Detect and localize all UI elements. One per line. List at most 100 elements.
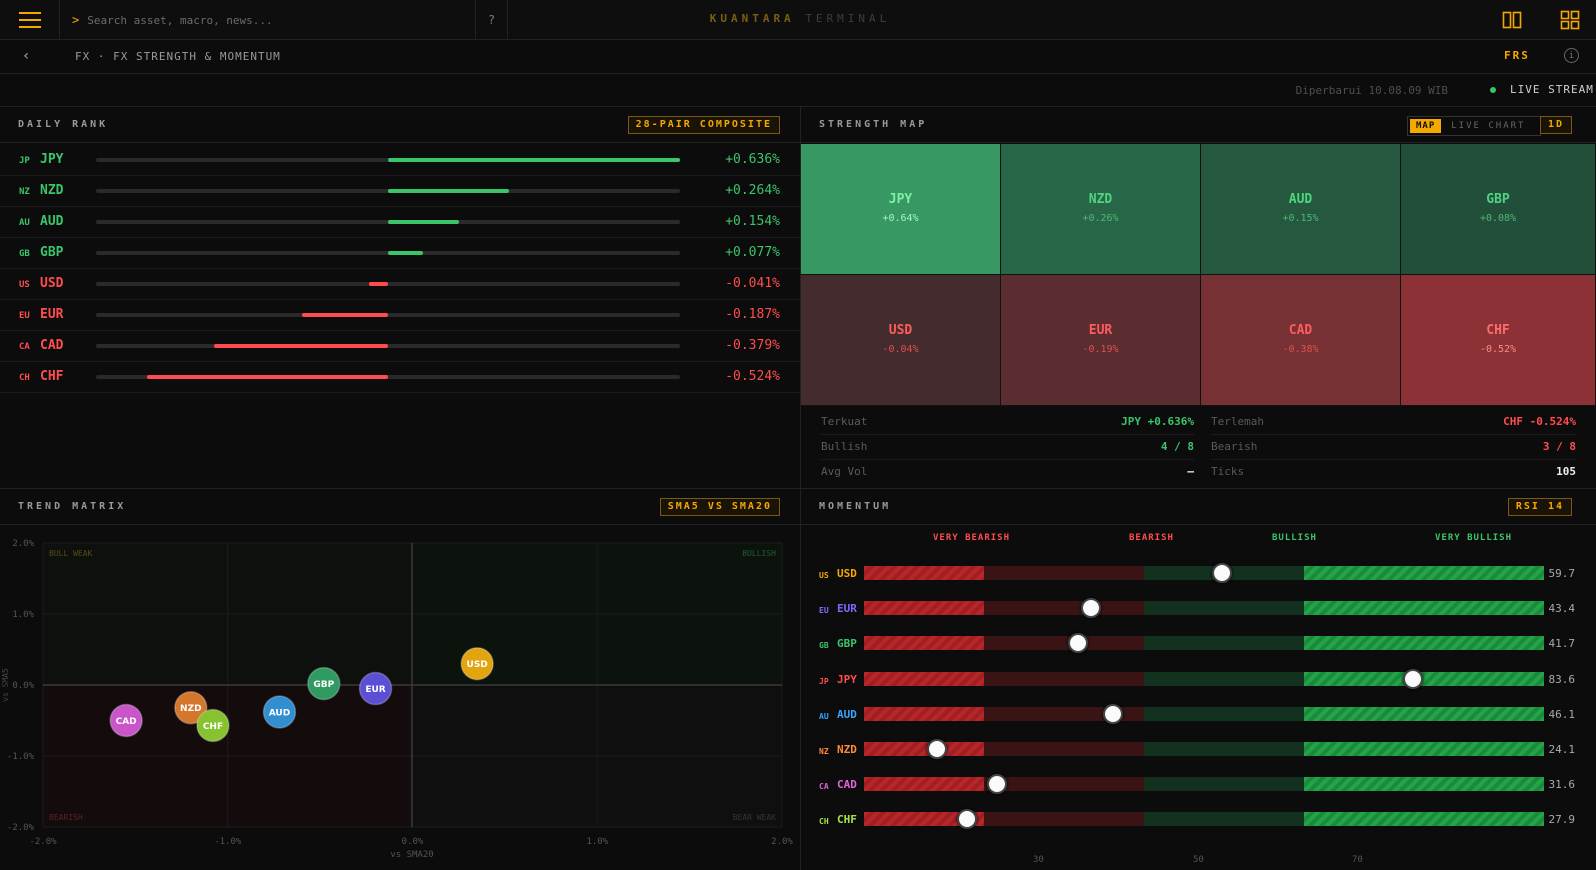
rank-row[interactable]: US USD -0.041% (0, 269, 800, 300)
rsi-tag[interactable]: RSI 14 (1507, 498, 1572, 516)
tile-change: -0.38% (1282, 344, 1319, 355)
currency-name: GBP (837, 637, 857, 651)
grid-view-icon[interactable] (1560, 10, 1580, 30)
sma-tag[interactable]: SMA5 VS SMA20 (659, 498, 780, 516)
quadrant-label-bull-weak: BULL WEAK (49, 549, 93, 558)
heatmap-tile[interactable]: CHF -0.52% (1401, 275, 1596, 406)
ticks-stat: Ticks 105 (1211, 460, 1576, 485)
scatter-point-usd[interactable]: USD (460, 646, 494, 681)
country-code: EU (19, 311, 30, 321)
momentum-row[interactable]: GB GBP 41.7 (801, 627, 1596, 662)
heatmap-tile[interactable]: EUR -0.19% (1001, 275, 1201, 406)
cat-very-bullish: VERY BULLISH (1435, 533, 1513, 543)
tile-currency: EUR (1088, 323, 1113, 338)
scatter-point-chf[interactable]: CHF (196, 708, 230, 743)
live-chart-tab[interactable]: LIVE CHART (1451, 121, 1526, 131)
country-code: AU (819, 711, 829, 721)
scatter-point-cad[interactable]: CAD (109, 703, 143, 738)
timeframe-tag[interactable]: 1D (1539, 116, 1572, 134)
scatter-point-gbp[interactable]: GBP (307, 666, 341, 701)
split-view-icon[interactable] (1502, 10, 1522, 30)
strongest-stat: Terkuat JPY +0.636% (821, 410, 1194, 435)
rsi-knob[interactable] (1402, 668, 1423, 689)
quadrant-label-bullish: BULLISH (742, 549, 776, 558)
scatter-point-eur[interactable]: EUR (358, 671, 393, 706)
heatmap-tile[interactable]: JPY +0.64% (801, 144, 1001, 275)
heatmap-tile[interactable]: AUD +0.15% (1201, 144, 1401, 275)
rank-row[interactable]: JP JPY +0.636% (0, 145, 800, 176)
heatmap-tile[interactable]: GBP +0.08% (1401, 144, 1596, 275)
momentum-row[interactable]: AU AUD 46.1 (801, 698, 1596, 733)
rsi-knob[interactable] (926, 739, 947, 759)
momentum-row[interactable]: NZ NZD 24.1 (801, 733, 1596, 768)
rank-row[interactable]: NZ NZD +0.264% (0, 176, 800, 207)
rank-row[interactable]: CH CHF -0.524% (0, 362, 800, 393)
y-tick-label: -1.0% (7, 752, 35, 762)
rsi-knob[interactable] (1211, 563, 1232, 583)
tile-currency: AUD (1288, 192, 1313, 207)
help-button[interactable]: ? (476, 0, 508, 40)
brand-primary: KUANTARA (709, 12, 795, 25)
momentum-row[interactable]: EU EUR 43.4 (801, 592, 1596, 627)
scatter-point-aud[interactable]: AUD (262, 695, 297, 729)
rank-row[interactable]: AU AUD +0.154% (0, 207, 800, 238)
search-box[interactable]: > (60, 0, 476, 40)
cat-very-bearish: VERY BEARISH (933, 533, 1011, 543)
rsi-knob[interactable] (1067, 633, 1088, 654)
strength-bar-track (96, 375, 680, 379)
currency-name: EUR (837, 602, 857, 616)
momentum-row[interactable]: US USD 59.7 (801, 557, 1596, 592)
rsi-zone (984, 601, 1144, 616)
rsi-zone (1304, 601, 1544, 616)
heatmap-tile[interactable]: USD -0.04% (801, 275, 1001, 406)
y-tick-label: -2.0% (7, 823, 35, 833)
rsi-value: 83.6 (1548, 672, 1576, 686)
stat-value: 105 (1556, 465, 1576, 478)
live-stream-label[interactable]: LIVE STREAM (1510, 83, 1594, 96)
rsi-knob[interactable] (1102, 703, 1123, 724)
composite-tag[interactable]: 28-PAIR COMPOSITE (627, 116, 780, 134)
rsi-tick-30: 30 (1033, 855, 1044, 865)
search-input[interactable] (87, 13, 448, 27)
y-tick-label: 0.0% (12, 681, 34, 691)
strength-bar-track (96, 189, 680, 193)
currency-name: USD (40, 276, 64, 291)
x-tick-label: 2.0% (771, 837, 793, 847)
rank-row[interactable]: CA CAD -0.379% (0, 331, 800, 362)
momentum-row[interactable]: CA CAD 31.6 (801, 768, 1596, 803)
strength-bar-fill (213, 344, 388, 348)
tile-change: +0.15% (1282, 213, 1319, 224)
country-code: NZ (19, 187, 30, 197)
rsi-zone (1144, 636, 1304, 651)
x-tick-label: 0.0% (402, 837, 424, 847)
point-marker (196, 708, 230, 743)
rank-row[interactable]: EU EUR -0.187% (0, 300, 800, 331)
rsi-zone (984, 566, 1144, 580)
change-value: -0.187% (725, 307, 780, 322)
rsi-knob[interactable] (1081, 598, 1102, 619)
momentum-row[interactable]: JP JPY 83.6 (801, 663, 1596, 698)
scatter-point-nzd[interactable]: NZD (174, 690, 208, 725)
rsi-knob[interactable] (986, 774, 1007, 795)
menu-icon[interactable] (0, 0, 60, 40)
x-tick-label: -1.0% (214, 837, 242, 847)
rsi-knob[interactable] (957, 809, 978, 830)
rank-row[interactable]: GB GBP +0.077% (0, 238, 800, 269)
heatmap-tile[interactable]: CAD -0.38% (1201, 275, 1401, 406)
rsi-zone (864, 777, 984, 792)
rsi-value: 31.6 (1548, 778, 1576, 792)
strength-bar-track (96, 313, 680, 317)
momentum-row[interactable]: CH CHF 27.9 (801, 803, 1596, 838)
prompt-icon: > (72, 13, 80, 27)
map-tab[interactable]: MAP (1410, 119, 1442, 133)
rsi-value: 24.1 (1548, 743, 1576, 756)
function-code[interactable]: FRS (1504, 49, 1530, 62)
momentum-panel: MOMENTUM RSI 14 VERY BEARISH BEARISH BUL… (801, 489, 1596, 870)
country-code: CA (819, 782, 829, 792)
heatmap-tile[interactable]: NZD +0.26% (1001, 144, 1201, 275)
info-icon[interactable]: i (1564, 48, 1579, 63)
back-icon[interactable]: ‹ (22, 48, 31, 64)
rsi-value: 59.7 (1548, 567, 1576, 580)
daily-rank-panel: DAILY RANK 28-PAIR COMPOSITE JP JPY +0.636… (0, 107, 801, 489)
weakest-stat: Terlemah CHF -0.524% (1211, 410, 1576, 435)
